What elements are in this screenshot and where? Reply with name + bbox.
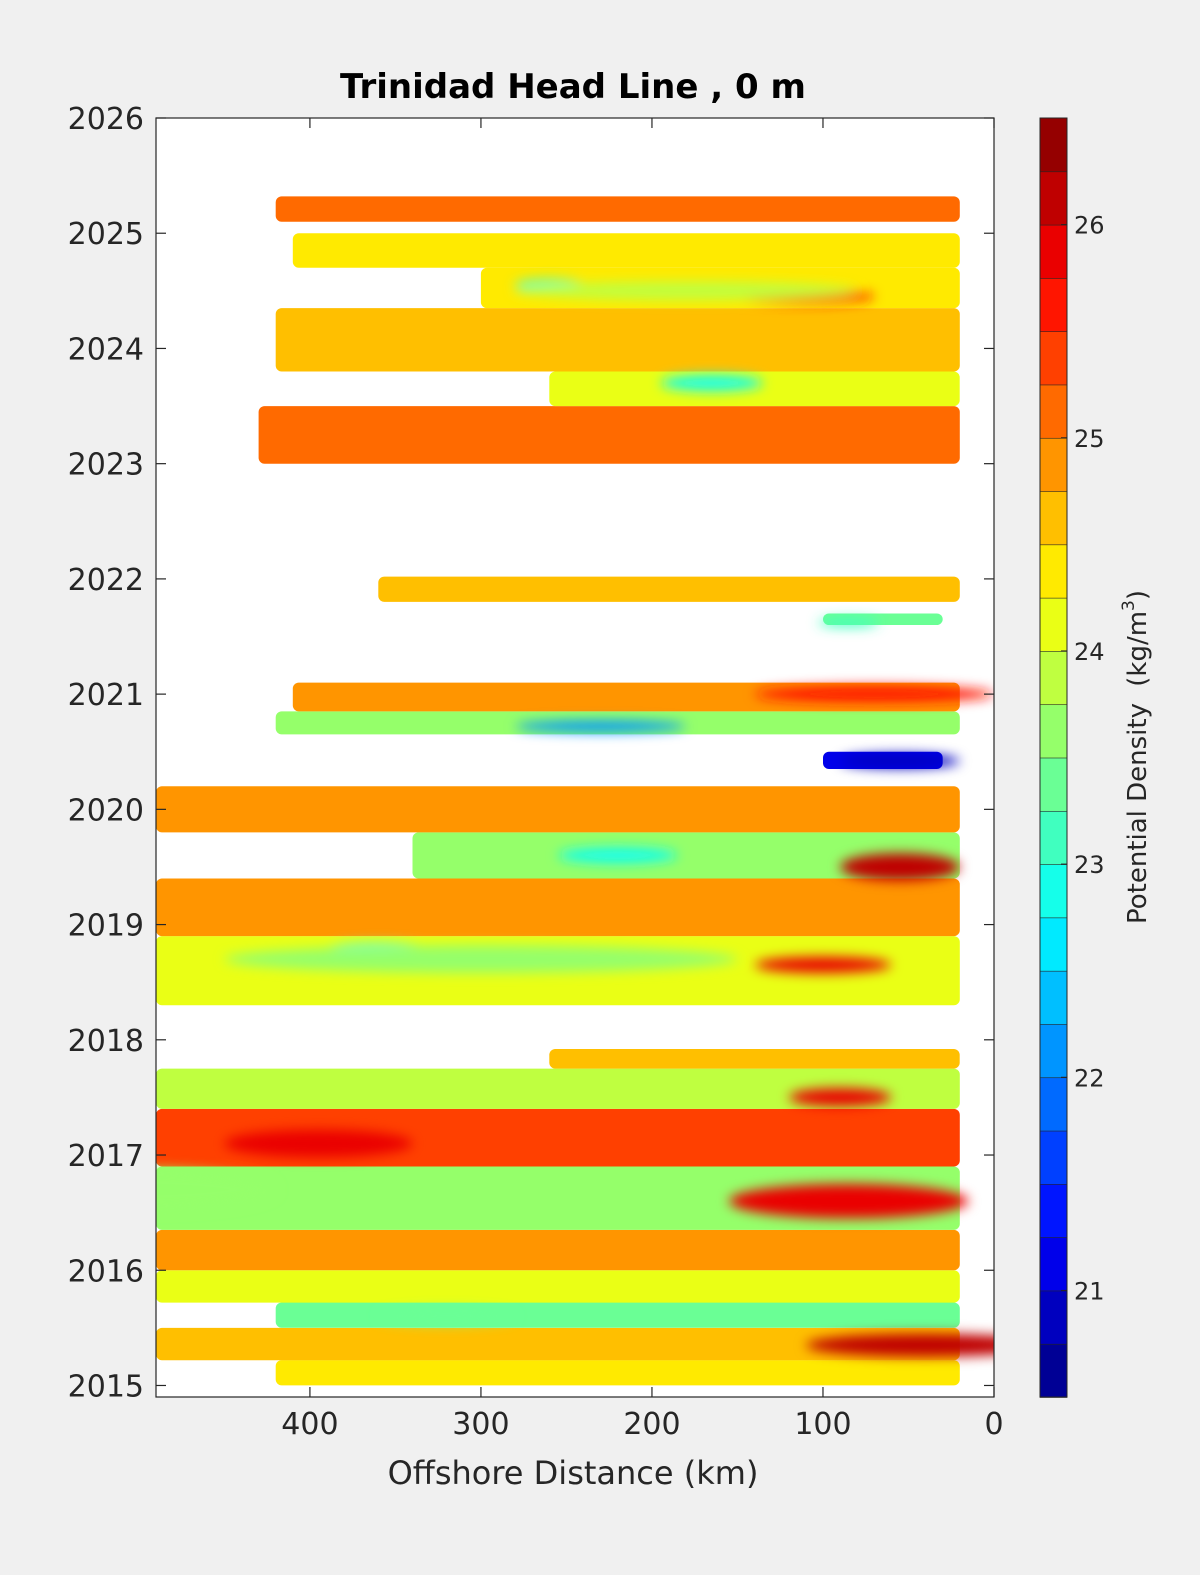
x-tick-label: 0 bbox=[984, 1407, 1003, 1442]
y-tick-label: 2018 bbox=[68, 1024, 144, 1059]
y-tick-label: 2025 bbox=[68, 217, 144, 252]
y-tick-label: 2016 bbox=[68, 1254, 144, 1289]
heatmap-band bbox=[549, 1049, 960, 1069]
colorbar-segment bbox=[1039, 330, 1068, 386]
heatmap-band bbox=[156, 786, 960, 833]
x-tick-label: 200 bbox=[623, 1407, 680, 1442]
heatmap-layer bbox=[156, 196, 994, 1386]
colorbar-units-prefix: (kg/m bbox=[1123, 611, 1153, 687]
x-axis-title: Offshore Distance (km) bbox=[388, 1454, 759, 1492]
heatmap-feature bbox=[557, 847, 678, 864]
x-tick-label: 100 bbox=[794, 1407, 851, 1442]
heatmap-band bbox=[156, 1270, 960, 1303]
colorbar-segment bbox=[1039, 650, 1068, 706]
x-axis: 400 300 200 100 0 bbox=[281, 118, 1004, 1442]
colorbar-label: Potential Density bbox=[1123, 703, 1153, 924]
colorbar-segment bbox=[1039, 597, 1068, 652]
heatmap-feature bbox=[840, 853, 960, 881]
heatmap-band bbox=[275, 308, 960, 372]
y-tick-label: 2020 bbox=[68, 793, 144, 828]
colorbar-segment bbox=[1039, 490, 1068, 546]
colorbar-title: Potential Density (kg/m3) bbox=[1119, 590, 1153, 924]
colorbar-tick-label: 24 bbox=[1074, 638, 1105, 666]
heatmap-features bbox=[156, 279, 994, 1357]
heatmap-feature bbox=[378, 1309, 516, 1324]
colorbar-segment bbox=[1039, 1183, 1068, 1238]
colorbar-units-exp: 3 bbox=[1119, 600, 1139, 611]
heatmap-feature bbox=[515, 281, 858, 300]
y-tick-label: 2017 bbox=[68, 1139, 144, 1174]
y-tick-label: 2022 bbox=[68, 563, 144, 598]
heatmap-band bbox=[549, 371, 960, 407]
heatmap-feature bbox=[754, 686, 994, 703]
colorbar-segment bbox=[1039, 1343, 1068, 1398]
colorbar-segment bbox=[1039, 703, 1068, 759]
x-tick-label: 400 bbox=[281, 1407, 338, 1442]
heatmap-band bbox=[412, 832, 960, 879]
y-tick-label: 2021 bbox=[68, 678, 144, 713]
heatmap-band bbox=[156, 1327, 960, 1361]
colorbar-tick-label: 25 bbox=[1074, 425, 1105, 453]
colorbar-tick-label: 23 bbox=[1074, 851, 1105, 879]
heatmap-feature bbox=[788, 1088, 892, 1107]
colorbar-tick-label: 21 bbox=[1074, 1277, 1105, 1305]
y-tick-label: 2024 bbox=[68, 332, 144, 367]
y-axis: 2015 2016 2017 2018 2019 2020 2021 2022 2023 2024… bbox=[68, 102, 994, 1404]
heatmap-feature bbox=[224, 945, 738, 973]
plot-frame bbox=[155, 117, 995, 1398]
colorbar-tick-label: 26 bbox=[1074, 212, 1105, 240]
colorbar-segment bbox=[1039, 1236, 1068, 1292]
colorbar: 21 22 23 24 25 26 bbox=[1039, 117, 1105, 1398]
y-tick-label: 2015 bbox=[68, 1369, 144, 1404]
heatmap-band bbox=[275, 1360, 960, 1386]
colorbar-segment bbox=[1039, 544, 1068, 599]
heatmap-feature bbox=[224, 1129, 413, 1158]
colorbar-segment bbox=[1039, 917, 1068, 972]
heatmap-band bbox=[156, 1229, 960, 1271]
heatmap-feature bbox=[754, 956, 892, 974]
colorbar-segment bbox=[1039, 1130, 1068, 1185]
colorbar-segment bbox=[1039, 170, 1068, 226]
heatmap-band bbox=[156, 1166, 960, 1230]
y-tick-label: 2019 bbox=[68, 909, 144, 944]
heatmap-band bbox=[275, 196, 960, 222]
heatmap-feature bbox=[515, 720, 687, 733]
heatmap-band bbox=[156, 1068, 960, 1109]
heatmap-feature bbox=[805, 1333, 994, 1357]
heatmap-feature bbox=[817, 618, 880, 628]
colorbar-segment bbox=[1039, 1076, 1068, 1132]
colorbar-segment bbox=[1039, 970, 1068, 1025]
colorbar-segment bbox=[1039, 277, 1068, 332]
heatmap-feature bbox=[156, 1169, 276, 1211]
x-tick-label: 300 bbox=[452, 1407, 509, 1442]
heatmap-band bbox=[156, 878, 960, 937]
colorbar-segment bbox=[1039, 1023, 1068, 1079]
colorbar-segment bbox=[1039, 1290, 1068, 1345]
y-tick-label: 2026 bbox=[68, 102, 144, 137]
heatmap-band bbox=[292, 233, 960, 268]
colorbar-frame bbox=[1039, 117, 1068, 1398]
colorbar-segment bbox=[1039, 757, 1068, 812]
colorbar-segment bbox=[1039, 384, 1068, 439]
colorbar-segment bbox=[1039, 224, 1068, 279]
colorbar-segment bbox=[1039, 863, 1068, 919]
heatmap-band bbox=[258, 406, 960, 464]
colorbar-tick-label: 22 bbox=[1074, 1064, 1105, 1092]
colorbar-units-suffix: ) bbox=[1123, 590, 1153, 600]
colorbar-segment bbox=[1039, 810, 1068, 865]
heatmap-feature bbox=[728, 1183, 969, 1219]
heatmap-band bbox=[378, 576, 960, 602]
y-tick-label: 2023 bbox=[68, 448, 144, 483]
chart-title: Trinidad Head Line , 0 m bbox=[340, 67, 806, 107]
colorbar-segment bbox=[1039, 117, 1068, 173]
colorbar-segment bbox=[1039, 437, 1068, 492]
heatmap-band bbox=[275, 1302, 960, 1328]
heatmap-feature bbox=[840, 754, 960, 768]
heatmap-feature bbox=[660, 374, 764, 392]
